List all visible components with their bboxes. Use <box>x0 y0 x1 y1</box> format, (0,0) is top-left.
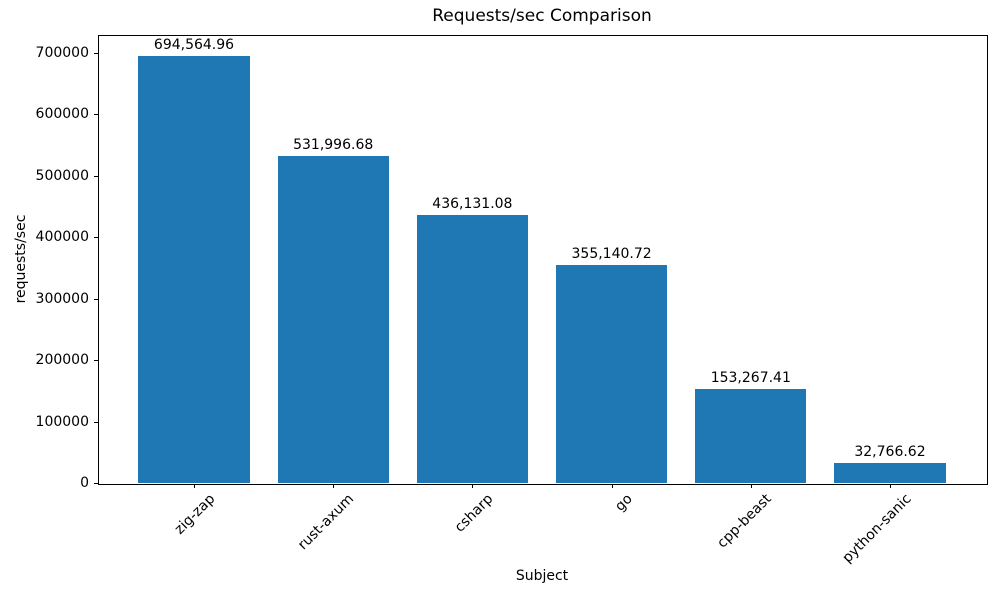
x-tick <box>333 484 334 488</box>
x-tick-label: python-sanic <box>839 491 915 567</box>
x-tick-label: rust-axum <box>295 491 358 554</box>
x-tick <box>194 484 195 488</box>
y-tick <box>94 360 98 361</box>
bar <box>695 388 807 483</box>
y-tick <box>94 299 98 300</box>
y-tick-label: 700000 <box>35 45 89 61</box>
y-tick-label: 500000 <box>35 168 89 184</box>
y-tick <box>94 483 98 484</box>
x-tick <box>612 484 613 488</box>
bar-value-label: 355,140.72 <box>571 245 652 262</box>
bar-value-label: 32,766.62 <box>854 443 926 460</box>
y-tick-label: 0 <box>80 475 89 491</box>
y-tick <box>94 422 98 423</box>
x-tick <box>472 484 473 488</box>
y-tick-label: 300000 <box>35 291 89 307</box>
y-tick <box>94 237 98 238</box>
x-tick-label: zig-zap <box>171 491 219 538</box>
chart-title: Requests/sec Comparison <box>432 6 652 26</box>
x-axis-label: Subject <box>515 568 569 584</box>
x-tick-label: csharp <box>452 491 497 536</box>
y-tick-label: 100000 <box>35 414 89 430</box>
y-tick <box>94 114 98 115</box>
x-tick-label: cpp-beast <box>714 491 776 552</box>
bar <box>416 215 528 483</box>
y-tick-label: 200000 <box>35 352 89 368</box>
bar-value-label: 694,564.96 <box>153 37 235 54</box>
x-tick-label: go <box>612 491 636 515</box>
bar <box>138 56 250 483</box>
y-tick <box>94 176 98 177</box>
bar-value-label: 153,267.41 <box>710 369 791 386</box>
bar-value-label: 531,996.68 <box>293 137 374 154</box>
y-tick-label: 600000 <box>35 106 89 122</box>
bar-value-label: 436,131.08 <box>432 196 513 213</box>
y-tick <box>94 53 98 54</box>
x-tick <box>751 484 752 488</box>
bar <box>277 156 389 483</box>
bar <box>555 264 668 483</box>
x-tick <box>890 484 891 488</box>
bar <box>834 462 946 483</box>
y-tick-label: 400000 <box>35 229 89 245</box>
